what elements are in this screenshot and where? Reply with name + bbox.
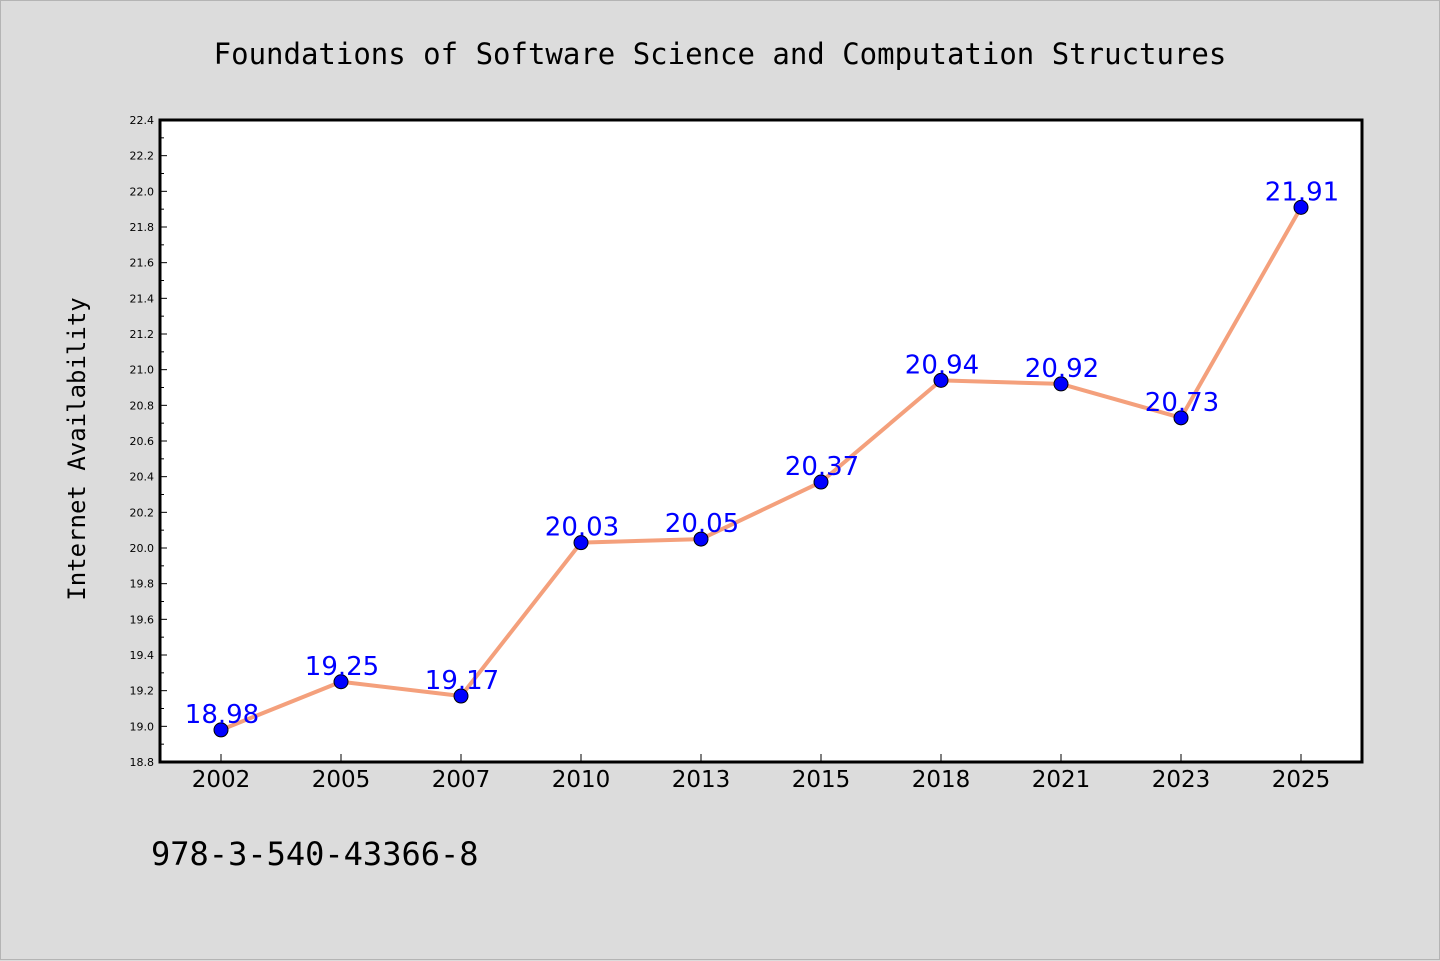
data-label: 19.17	[425, 666, 499, 696]
y-tick-label: 20.2	[130, 506, 155, 519]
data-label: 20.05	[665, 509, 739, 539]
y-tick-label: 20.6	[130, 435, 155, 448]
series-layer: 18.98 19.25 19.17 20.03 20.05 20.37 20.94 20.92…	[185, 177, 1339, 738]
y-axis-label: Internet Availability	[63, 297, 91, 600]
y-tick-label: 22.4	[130, 114, 155, 127]
y-tick-label: 20.8	[130, 399, 155, 412]
series-line	[219, 205, 1303, 732]
chart-title: Foundations of Software Science and Comp…	[214, 37, 1227, 71]
isbn-footer: 978-3-540-43366-8	[151, 835, 479, 873]
x-tick-label: 2007	[432, 767, 491, 793]
x-tick-label: 2018	[912, 767, 971, 793]
x-tick-label: 2025	[1272, 767, 1331, 793]
data-label: 20.94	[905, 350, 979, 380]
data-label: 20.92	[1025, 354, 1099, 384]
x-tick-label: 2021	[1032, 767, 1091, 793]
data-point	[693, 531, 709, 547]
data-label: 21.91	[1265, 177, 1339, 207]
y-tick-label: 18.8	[130, 756, 155, 769]
y-axis: 18.8 19.0 19.2 19.4 19.6 19.8 20.0 20.2 20.4 20.6…	[130, 114, 167, 769]
data-label: 20.73	[1145, 388, 1219, 418]
data-point	[333, 674, 349, 690]
data-label: 20.03	[545, 513, 619, 543]
x-tick-label: 2015	[792, 767, 851, 793]
data-label: 18.98	[185, 700, 259, 730]
y-tick-label: 19.8	[130, 578, 155, 591]
y-tick-label: 22.0	[130, 185, 155, 198]
data-point	[1293, 199, 1309, 215]
y-tick-label: 22.2	[130, 150, 155, 163]
data-label: 19.25	[305, 652, 379, 682]
y-tick-label: 20.0	[130, 542, 155, 555]
y-tick-label: 21.2	[130, 328, 155, 341]
data-point	[1053, 376, 1069, 392]
y-tick-label: 20.4	[130, 471, 155, 484]
y-tick-label: 19.0	[130, 720, 155, 733]
x-axis: 2002 2005 2007 2010 2013 2015 2018 2021 2023 2025	[192, 754, 1331, 793]
y-tick-label: 19.6	[130, 613, 155, 626]
y-tick-label: 21.6	[130, 257, 155, 270]
data-point	[1173, 410, 1189, 426]
data-point	[573, 535, 589, 551]
y-tick-label: 21.0	[130, 364, 155, 377]
plot-area	[160, 120, 1362, 762]
y-tick-label: 21.4	[130, 292, 155, 305]
data-point	[933, 372, 949, 388]
y-tick-label: 19.4	[130, 649, 155, 662]
plot-frame	[158, 118, 1364, 764]
x-tick-label: 2005	[312, 767, 371, 793]
data-label: 20.37	[785, 452, 859, 482]
y-tick-label: 21.8	[130, 221, 155, 234]
data-point	[213, 722, 229, 738]
x-tick-label: 2023	[1152, 767, 1211, 793]
data-point	[453, 688, 469, 704]
x-tick-label: 2002	[192, 767, 251, 793]
x-tick-label: 2013	[672, 767, 731, 793]
data-point	[813, 474, 829, 490]
x-tick-label: 2010	[552, 767, 611, 793]
y-tick-label: 19.2	[130, 685, 155, 698]
